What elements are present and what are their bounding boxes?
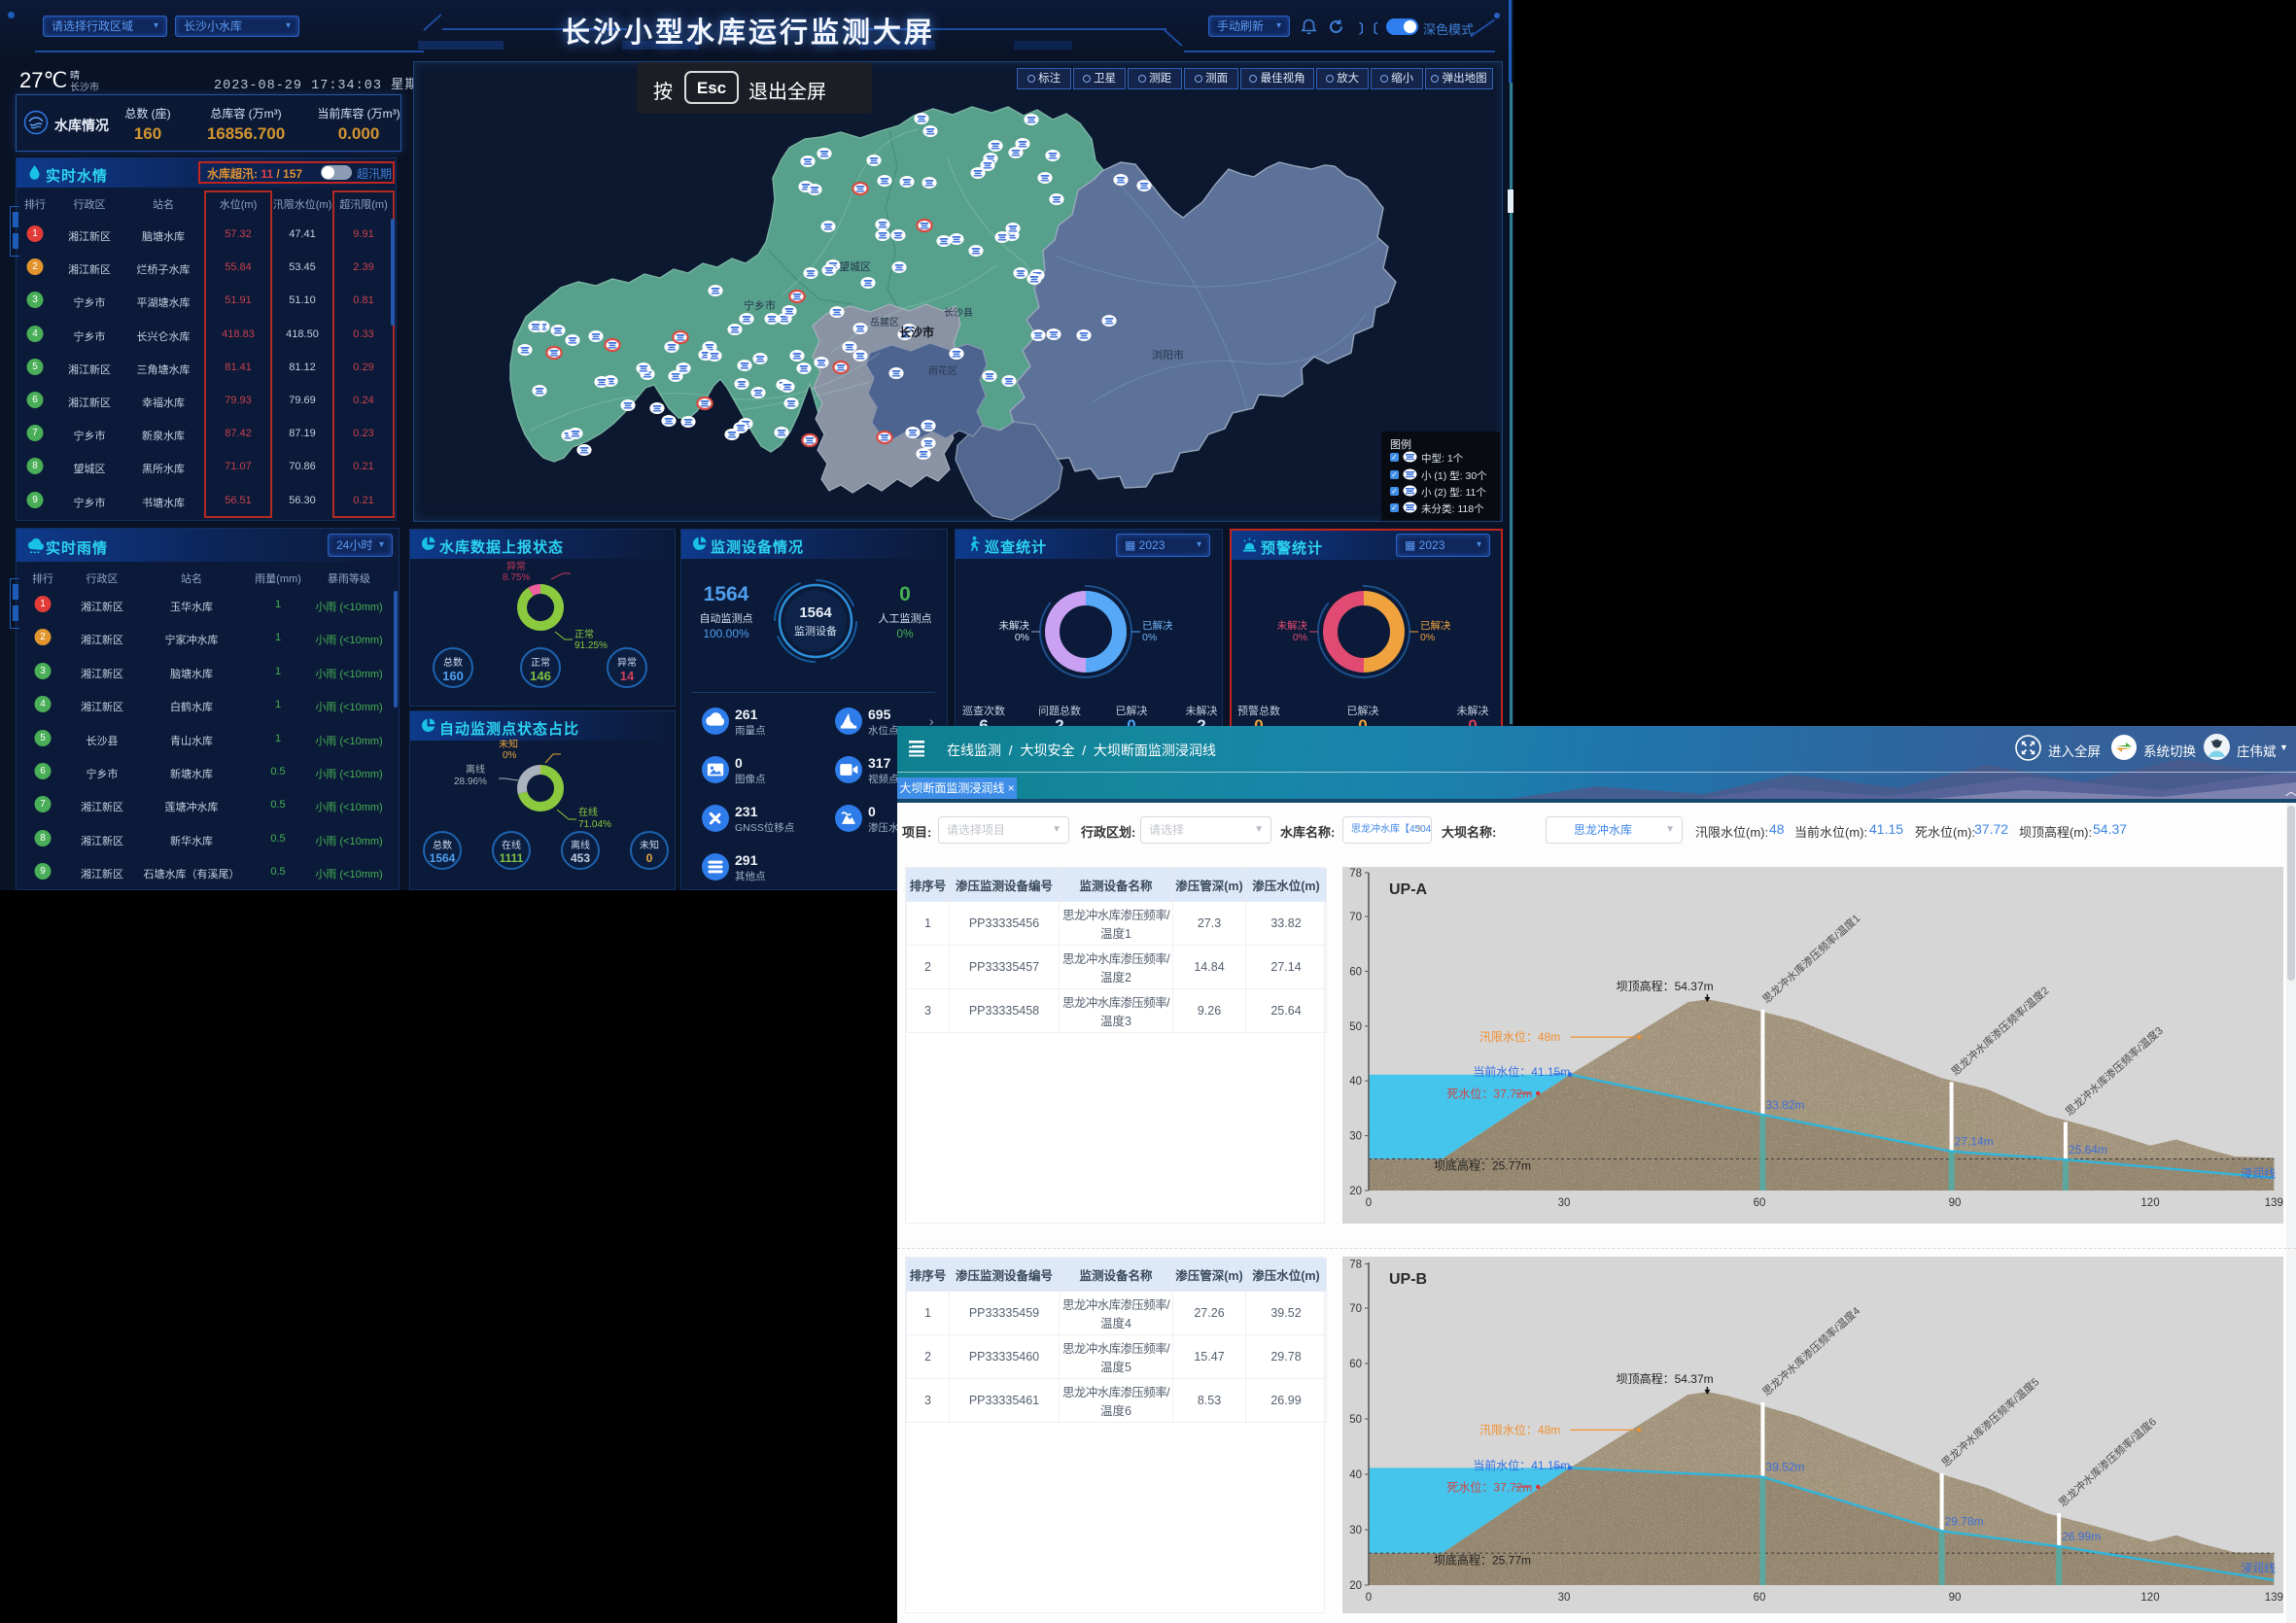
- svg-text:当前水位：41.15m: 当前水位：41.15m: [1473, 1064, 1570, 1079]
- svg-text:60: 60: [1349, 966, 1362, 978]
- svg-text:坝顶高程：54.37m: 坝顶高程：54.37m: [1617, 979, 1714, 993]
- svg-text:已解决: 已解决: [1142, 619, 1173, 632]
- svg-text:139: 139: [2265, 1592, 2283, 1604]
- svg-text:浏阳市: 浏阳市: [1152, 348, 1184, 362]
- svg-text:坝顶高程：54.37m: 坝顶高程：54.37m: [1617, 1371, 1714, 1386]
- svg-text:当前水位：41.15m: 当前水位：41.15m: [1473, 1458, 1570, 1472]
- svg-text:正常: 正常: [574, 628, 594, 640]
- svg-text:26.99m: 26.99m: [2062, 1530, 2101, 1543]
- svg-text:50: 50: [1349, 1021, 1362, 1033]
- svg-text:28.96%: 28.96%: [454, 777, 487, 787]
- svg-text:0: 0: [1366, 1197, 1372, 1209]
- svg-text:坝底高程：25.77m: 坝底高程：25.77m: [1434, 1158, 1531, 1173]
- svg-text:33.82m: 33.82m: [1765, 1098, 1804, 1112]
- svg-text:长沙县: 长沙县: [944, 307, 973, 319]
- svg-text:60: 60: [1754, 1592, 1766, 1604]
- svg-text:0%: 0%: [1015, 632, 1029, 643]
- svg-text:0%: 0%: [1293, 632, 1307, 643]
- svg-text:60: 60: [1349, 1359, 1362, 1370]
- svg-text:30: 30: [1349, 1525, 1362, 1537]
- svg-text:39.52m: 39.52m: [1765, 1461, 1804, 1474]
- svg-text:90: 90: [1949, 1197, 1962, 1209]
- svg-text:未解决: 未解决: [1277, 619, 1308, 632]
- svg-text:71.04%: 71.04%: [578, 819, 611, 830]
- svg-text:120: 120: [2140, 1592, 2159, 1604]
- svg-text:50: 50: [1349, 1414, 1362, 1426]
- svg-text:90: 90: [1949, 1592, 1962, 1604]
- svg-text:40: 40: [1349, 1469, 1362, 1481]
- svg-text:已解决: 已解决: [1420, 619, 1451, 632]
- svg-text:0%: 0%: [1142, 632, 1157, 643]
- svg-text:120: 120: [2140, 1197, 2159, 1209]
- svg-text:0: 0: [1366, 1592, 1372, 1604]
- svg-text:宁乡市: 宁乡市: [744, 298, 776, 312]
- svg-text:离线: 离线: [466, 763, 485, 776]
- svg-text:1564: 1564: [799, 604, 832, 621]
- svg-text:长沙市: 长沙市: [899, 325, 934, 339]
- svg-text:在线: 在线: [578, 806, 598, 818]
- svg-text:27.14m: 27.14m: [1955, 1135, 1994, 1149]
- svg-text:78: 78: [1349, 1259, 1362, 1270]
- svg-text:91.25%: 91.25%: [574, 640, 608, 651]
- svg-text:0%: 0%: [503, 750, 517, 761]
- svg-text:异常: 异常: [506, 560, 526, 572]
- svg-text:望城区: 望城区: [839, 260, 871, 273]
- svg-text:40: 40: [1349, 1076, 1362, 1088]
- svg-text:60: 60: [1754, 1197, 1766, 1209]
- svg-text:坝底高程：25.77m: 坝底高程：25.77m: [1434, 1552, 1531, 1567]
- svg-text:70: 70: [1349, 1303, 1362, 1315]
- svg-text:汛限水位：48m: 汛限水位：48m: [1479, 1029, 1560, 1044]
- svg-text:29.78m: 29.78m: [1945, 1514, 1984, 1528]
- svg-text:监测设备: 监测设备: [794, 624, 837, 638]
- svg-text:0%: 0%: [1420, 632, 1435, 643]
- svg-text:UP-A: UP-A: [1389, 881, 1428, 898]
- svg-text:30: 30: [1558, 1197, 1571, 1209]
- svg-text:UP-B: UP-B: [1389, 1271, 1427, 1288]
- svg-text:浸润线: 浸润线: [2241, 1167, 2276, 1181]
- svg-text:20: 20: [1349, 1580, 1362, 1592]
- svg-text:139: 139: [2265, 1197, 2283, 1209]
- svg-text:死水位：37.72m: 死水位：37.72m: [1446, 1087, 1532, 1101]
- svg-text:汛限水位：48m: 汛限水位：48m: [1479, 1422, 1560, 1436]
- svg-text:30: 30: [1349, 1131, 1362, 1143]
- svg-text:8.75%: 8.75%: [503, 572, 530, 583]
- svg-text:死水位：37.72m: 死水位：37.72m: [1446, 1480, 1532, 1495]
- svg-text:25.64m: 25.64m: [2069, 1143, 2107, 1157]
- svg-text:20: 20: [1349, 1186, 1362, 1197]
- svg-text:雨花区: 雨花区: [928, 364, 957, 377]
- svg-text:78: 78: [1349, 868, 1362, 880]
- svg-text:未知: 未知: [499, 740, 518, 750]
- svg-text:未解决: 未解决: [999, 619, 1030, 632]
- svg-text:岳麓区: 岳麓区: [870, 316, 899, 328]
- svg-text:70: 70: [1349, 912, 1362, 923]
- svg-text:30: 30: [1558, 1592, 1571, 1604]
- svg-text:浸润线: 浸润线: [2241, 1561, 2276, 1574]
